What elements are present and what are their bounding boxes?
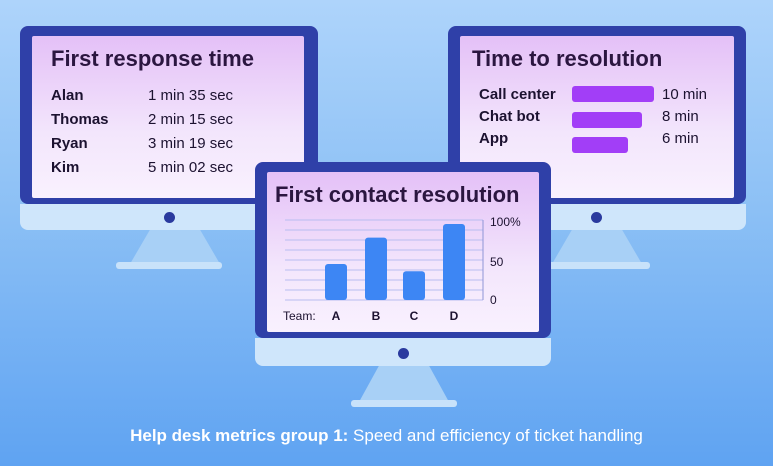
y-tick-100: 100% <box>490 215 521 229</box>
response-time-value: 1 min 35 sec <box>148 87 234 104</box>
y-tick-0: 0 <box>490 293 497 307</box>
monitor-stand <box>359 366 449 402</box>
agent-name: Alan <box>51 87 84 104</box>
monitor-base <box>116 262 222 269</box>
monitor-stand <box>130 230 220 264</box>
power-led-icon <box>164 212 175 223</box>
caption-bold: Help desk metrics group 1: <box>130 426 349 445</box>
response-time-value: 2 min 15 sec <box>148 111 234 128</box>
monitor-screen <box>267 172 539 332</box>
resolution-time-value: 8 min <box>662 108 699 125</box>
agent-name: Ryan <box>51 135 88 152</box>
x-tick-D: D <box>450 309 459 323</box>
power-led-icon <box>398 348 409 359</box>
caption-text: Speed and efficiency of ticket handling <box>348 426 643 445</box>
monitor-base <box>351 400 457 407</box>
agent-name: Kim <box>51 159 80 176</box>
panel-title: First response time <box>51 46 254 71</box>
bar-C <box>403 271 425 300</box>
monitor-base <box>544 262 650 269</box>
resolution-time-value: 10 min <box>662 86 708 103</box>
monitor-first-contact-resolution: First contact resolution 100% 50 0 Team:… <box>255 162 551 410</box>
power-led-icon <box>591 212 602 223</box>
monitor-time-to-resolution: Time to resolution Call center 10 min Ch… <box>448 26 746 271</box>
channel-name: App <box>479 130 509 147</box>
monitor-stand <box>552 230 642 264</box>
contact-resolution-chart: 100% 50 0 Team: A B C D <box>283 215 521 323</box>
response-time-value: 5 min 02 sec <box>148 159 234 176</box>
resolution-bar <box>572 112 642 128</box>
agent-name: Thomas <box>51 111 109 128</box>
y-tick-50: 50 <box>490 255 504 269</box>
channel-name: Call center <box>479 86 556 103</box>
resolution-bar <box>572 137 628 153</box>
bar-B <box>365 237 387 300</box>
team-axis-label: Team: <box>283 309 316 323</box>
monitor-response-time: First response time Alan 1 min 35 sec Th… <box>20 26 318 271</box>
x-tick-B: B <box>372 309 381 323</box>
caption: Help desk metrics group 1: Speed and eff… <box>0 426 773 446</box>
x-tick-C: C <box>410 309 419 323</box>
response-time-value: 3 min 19 sec <box>148 135 234 152</box>
panel-title: Time to resolution <box>472 46 663 71</box>
x-tick-labels: A B C D <box>332 309 459 323</box>
resolution-time-value: 6 min <box>662 130 699 147</box>
resolution-bar <box>572 86 654 102</box>
x-tick-A: A <box>332 309 341 323</box>
chart-bars <box>325 224 465 300</box>
bar-D <box>443 224 465 300</box>
panel-title: First contact resolution <box>275 182 520 207</box>
bar-A <box>325 264 347 300</box>
channel-name: Chat bot <box>479 108 540 125</box>
